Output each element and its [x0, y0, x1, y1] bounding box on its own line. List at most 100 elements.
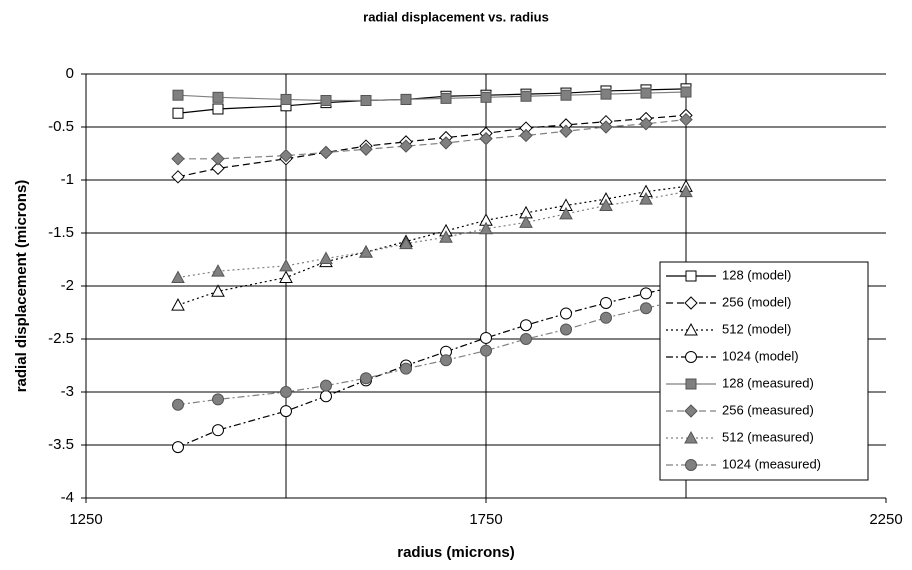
- y-tick-label: -1.5: [48, 224, 74, 241]
- marker: [360, 372, 372, 385]
- marker: [399, 236, 413, 250]
- marker: [320, 379, 332, 392]
- marker: [600, 88, 612, 100]
- legend-marker: [684, 296, 698, 310]
- legend-label: 1024 (measured): [722, 456, 821, 471]
- x-tick-label: 2250: [869, 511, 902, 528]
- x-axis-label: radius (microns): [397, 544, 515, 561]
- marker: [559, 124, 573, 138]
- marker: [640, 302, 652, 315]
- marker: [519, 128, 533, 143]
- marker: [279, 258, 293, 272]
- marker: [480, 91, 492, 103]
- marker: [560, 307, 572, 320]
- y-tick-label: 0: [66, 65, 74, 82]
- y-axis-label: radial displacement (microns): [13, 180, 30, 393]
- legend-label: 128 (measured): [722, 375, 814, 390]
- marker: [211, 264, 225, 277]
- marker: [520, 90, 532, 102]
- marker: [359, 142, 373, 156]
- marker: [280, 386, 292, 398]
- marker: [172, 107, 184, 119]
- marker: [520, 319, 532, 332]
- marker: [212, 424, 224, 437]
- series-line: [177, 283, 687, 448]
- marker: [639, 117, 653, 131]
- marker: [360, 95, 372, 106]
- legend: 128 (model) 256 (model) 512 (model) 1024 (m…: [659, 261, 869, 481]
- marker: [679, 184, 693, 198]
- marker: [560, 89, 572, 101]
- y-tick-label: -4: [61, 489, 74, 506]
- legend-label: 256 (model): [722, 294, 791, 309]
- marker: [319, 145, 333, 160]
- marker: [479, 221, 493, 235]
- marker: [519, 215, 533, 228]
- legend-marker: [685, 270, 697, 282]
- marker: [599, 198, 613, 211]
- marker: [479, 131, 493, 146]
- marker: [172, 441, 184, 454]
- marker: [439, 230, 453, 243]
- marker: [679, 112, 693, 127]
- marker: [440, 92, 452, 104]
- marker: [279, 148, 293, 163]
- legend-label: 1024 (model): [722, 348, 799, 363]
- y-tick-label: -0.5: [48, 118, 74, 135]
- y-tick-label: -3: [61, 383, 74, 400]
- y-tick-label: -2.5: [48, 330, 74, 347]
- y-tick-label: -3.5: [48, 436, 74, 453]
- chart-title: radial displacement vs. radius: [363, 9, 549, 24]
- marker: [400, 362, 412, 375]
- marker: [211, 152, 225, 166]
- legend-marker: [684, 404, 698, 418]
- marker: [520, 333, 532, 345]
- marker: [211, 161, 225, 176]
- marker: [212, 393, 224, 406]
- x-tick-label: 1750: [469, 511, 502, 528]
- marker: [212, 103, 224, 115]
- marker: [319, 251, 333, 264]
- legend-marker: [685, 351, 697, 363]
- marker: [439, 136, 453, 150]
- marker: [599, 120, 613, 134]
- marker: [172, 398, 184, 411]
- marker: [212, 91, 224, 103]
- marker: [560, 323, 572, 336]
- marker: [400, 93, 412, 105]
- marker: [399, 139, 413, 153]
- marker: [640, 87, 652, 99]
- marker: [359, 245, 373, 258]
- legend-label: 512 (model): [722, 321, 791, 336]
- marker: [280, 93, 292, 105]
- marker: [171, 298, 185, 311]
- marker: [211, 284, 225, 297]
- marker: [559, 206, 573, 220]
- marker: [680, 86, 692, 98]
- marker: [320, 390, 332, 403]
- legend-box: [659, 261, 869, 481]
- legend-marker: [685, 459, 697, 471]
- marker: [480, 331, 492, 344]
- legend-label: 512 (measured): [722, 429, 814, 444]
- y-tick-label: -2: [61, 277, 74, 294]
- marker: [171, 170, 185, 184]
- legend-label: 256 (measured): [722, 402, 814, 417]
- marker: [480, 344, 492, 357]
- legend-marker: [685, 378, 697, 390]
- y-tick-label: -1: [61, 171, 74, 188]
- legend-label: 128 (model): [722, 267, 791, 282]
- marker: [172, 89, 184, 101]
- marker: [440, 354, 452, 367]
- legend-marker: [684, 322, 698, 336]
- x-tick-label: 1250: [69, 511, 102, 528]
- marker: [280, 405, 292, 418]
- marker: [171, 152, 185, 166]
- marker: [639, 192, 653, 205]
- marker: [171, 270, 185, 284]
- marker: [279, 270, 293, 284]
- marker: [640, 287, 652, 300]
- marker: [600, 296, 612, 309]
- marker: [320, 95, 332, 106]
